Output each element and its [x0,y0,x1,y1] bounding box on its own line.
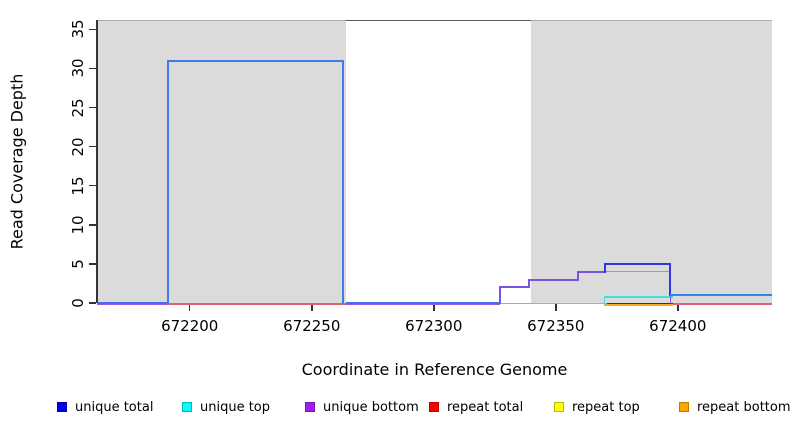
legend-item-unique-bottom: unique bottom [305,399,419,415]
series-segment-h-12 [604,262,671,265]
y-tick-label: 25 [69,98,87,118]
series-segment-h-9 [604,270,671,273]
y-tick-label: 5 [69,259,87,269]
legend: unique total unique top unique bottom re… [0,399,792,417]
legend-item-unique-total: unique total [57,399,153,415]
y-tick [89,106,96,109]
y-tick-label: 20 [69,137,87,157]
y-tick-label: 30 [69,58,87,79]
series-segment-h-14 [167,59,344,62]
x-tick-label: 672300 [405,317,463,335]
series-segment-v-14 [342,59,345,304]
legend-swatch-unique-top [182,402,192,412]
series-segment-h-4 [345,302,500,304]
series-segment-v-10 [527,278,530,289]
legend-label-repeat-top: repeat top [572,399,640,415]
y-tick-label: 35 [69,19,87,39]
x-axis-title: Coordinate in Reference Genome [301,360,568,379]
plot-box-top-mid [345,20,532,21]
series-segment-v-12 [603,262,606,273]
y-tick [89,263,96,265]
x-tick [311,304,313,311]
y-axis-line [96,20,98,303]
x-tick [188,304,191,311]
legend-item-repeat-bottom: repeat bottom [679,399,791,415]
series-segment-h-10 [528,278,578,281]
series-segment-h-10 [577,270,605,273]
y-axis-title: Read Coverage Depth [7,73,27,250]
series-segment-h-10 [499,286,529,289]
series-segment-v-12 [669,262,672,297]
x-tick [433,304,435,311]
legend-label-repeat-total: repeat total [447,399,524,415]
series-segment-h-0 [97,303,168,306]
series-segment-h-8 [604,296,673,298]
y-tick [89,67,96,70]
legend-label-unique-top: unique top [200,399,271,415]
y-tick-label: 0 [69,298,87,308]
legend-swatch-repeat-bottom [679,402,689,412]
y-tick-label: 10 [69,215,87,235]
legend-swatch-repeat-top [554,402,564,412]
series-segment-v-14 [166,59,169,304]
legend-swatch-unique-bottom [305,402,315,412]
y-tick [89,224,96,226]
series-segment-h-2 [167,303,346,305]
series-segment-h-13 [670,294,772,297]
series-segment-v-8 [603,296,606,306]
x-tick-label: 672200 [161,317,219,335]
legend-swatch-unique-total [57,402,67,412]
y-tick-label: 15 [69,176,87,196]
series-segment-h-3 [345,303,500,306]
y-tick [89,28,96,31]
y-tick [89,302,96,304]
x-tick [555,304,557,311]
x-tick-label: 672400 [649,317,707,335]
series-segment-v-10 [498,286,501,304]
legend-item-repeat-top: repeat top [554,399,640,415]
series-segment-h-7 [672,303,772,305]
x-tick-label: 672250 [283,317,341,335]
legend-label-unique-total: unique total [75,399,154,415]
series-segment-h-1 [97,302,168,304]
legend-item-repeat-total: repeat total [429,399,523,415]
highlight-region-0 [97,20,346,303]
x-tick-label: 672350 [527,317,585,335]
series-segment-h-6 [604,303,673,306]
series-segment-h-5 [499,302,608,305]
y-tick [89,184,96,187]
highlight-region-1 [531,20,772,303]
legend-swatch-repeat-total [429,402,439,412]
x-tick [677,304,679,311]
legend-label-unique-bottom: unique bottom [323,399,419,415]
series-segment-v-10 [576,270,579,281]
y-tick [89,145,96,148]
legend-label-repeat-bottom: repeat bottom [697,399,791,415]
legend-item-unique-top: unique top [182,399,270,415]
